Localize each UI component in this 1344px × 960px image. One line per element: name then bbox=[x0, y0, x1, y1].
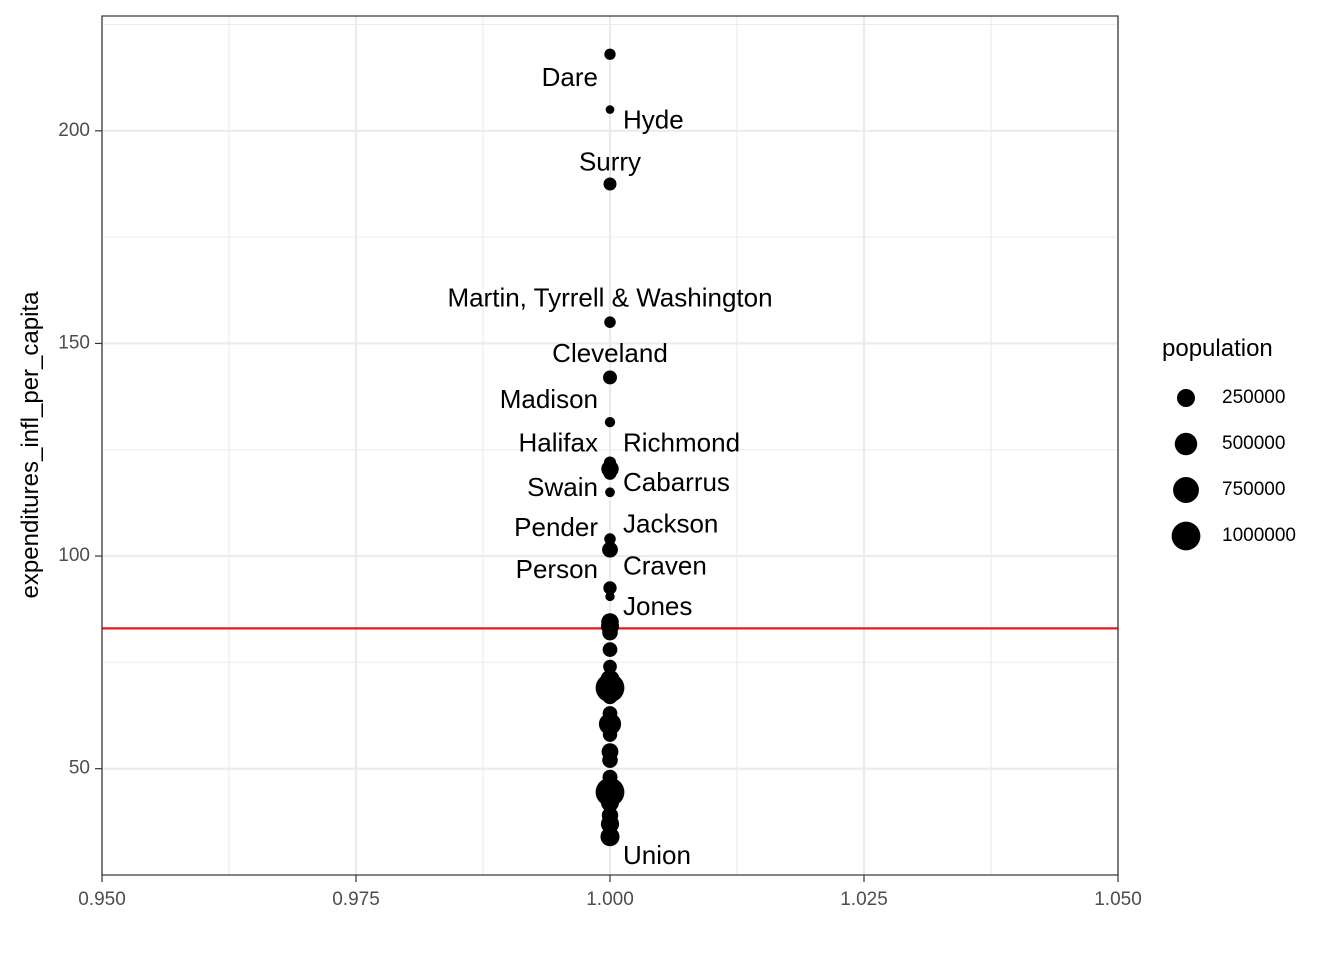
data-point bbox=[602, 541, 618, 558]
point-label: Person bbox=[516, 554, 598, 584]
y-tick-label: 200 bbox=[58, 120, 90, 141]
x-tick-label: 1.025 bbox=[840, 889, 888, 910]
data-point bbox=[600, 827, 620, 847]
legend-key bbox=[1174, 432, 1198, 456]
data-point bbox=[602, 624, 618, 641]
point-label: Union bbox=[623, 840, 691, 870]
y-tick-label: 100 bbox=[58, 545, 90, 566]
y-tick-label: 50 bbox=[69, 758, 90, 779]
axes: 0.950 0.975 1.000 1.025 1.050 50 100 150 200 bbox=[58, 120, 1141, 910]
point-label: Craven bbox=[623, 550, 707, 580]
data-point bbox=[603, 581, 617, 595]
legend-label: 1000000 bbox=[1222, 525, 1296, 546]
data-point bbox=[598, 712, 622, 736]
data-point bbox=[601, 793, 619, 812]
data-point bbox=[605, 105, 615, 114]
data-point bbox=[602, 642, 618, 657]
legend-label: 750000 bbox=[1222, 479, 1285, 500]
point-label: Dare bbox=[542, 62, 598, 92]
x-tick-label: 1.050 bbox=[1094, 889, 1142, 910]
y-axis-title: expenditures_infl_per_capita bbox=[17, 291, 44, 599]
data-point bbox=[604, 316, 616, 328]
data-point bbox=[604, 48, 616, 60]
point-label: Madison bbox=[500, 384, 598, 414]
data-point bbox=[602, 752, 618, 768]
point-label: Richmond bbox=[623, 428, 740, 458]
point-label: Hyde bbox=[623, 104, 684, 134]
data-point bbox=[602, 727, 618, 742]
data-point bbox=[603, 659, 617, 674]
point-label: Martin, Tyrrell & Washington bbox=[447, 283, 772, 313]
legend-title: population bbox=[1162, 335, 1273, 362]
point-label: Cabarrus bbox=[623, 467, 730, 497]
data-point bbox=[604, 533, 616, 545]
x-tick-label: 0.950 bbox=[78, 889, 126, 910]
point-label: Swain bbox=[527, 472, 598, 502]
data-point bbox=[604, 416, 616, 428]
point-label: Pender bbox=[514, 512, 598, 542]
x-tick-label: 0.975 bbox=[332, 889, 380, 910]
data-point bbox=[605, 591, 615, 602]
point-label: Cleveland bbox=[552, 338, 668, 368]
legend-label: 500000 bbox=[1222, 433, 1285, 454]
data-point bbox=[603, 466, 617, 480]
point-label: Jackson bbox=[623, 508, 718, 538]
data-point bbox=[605, 487, 615, 498]
legend-key bbox=[1173, 477, 1199, 503]
data-point bbox=[603, 177, 617, 191]
data-points bbox=[595, 48, 625, 847]
data-point bbox=[603, 370, 617, 385]
legend-key bbox=[1171, 521, 1201, 551]
size-legend: population 250000 500000 750000 1000000 bbox=[1162, 335, 1296, 551]
legend-key bbox=[1177, 389, 1195, 407]
point-label: Halifax bbox=[519, 428, 598, 458]
point-label: Jones bbox=[623, 591, 692, 621]
y-tick-label: 150 bbox=[58, 332, 90, 353]
x-tick-label: 1.000 bbox=[586, 889, 634, 910]
data-point bbox=[602, 688, 618, 705]
point-labels: Dare Hyde Surry Martin, Tyrrell & Washingto… bbox=[447, 62, 772, 870]
legend-label: 250000 bbox=[1222, 387, 1285, 408]
point-label: Surry bbox=[579, 146, 641, 176]
